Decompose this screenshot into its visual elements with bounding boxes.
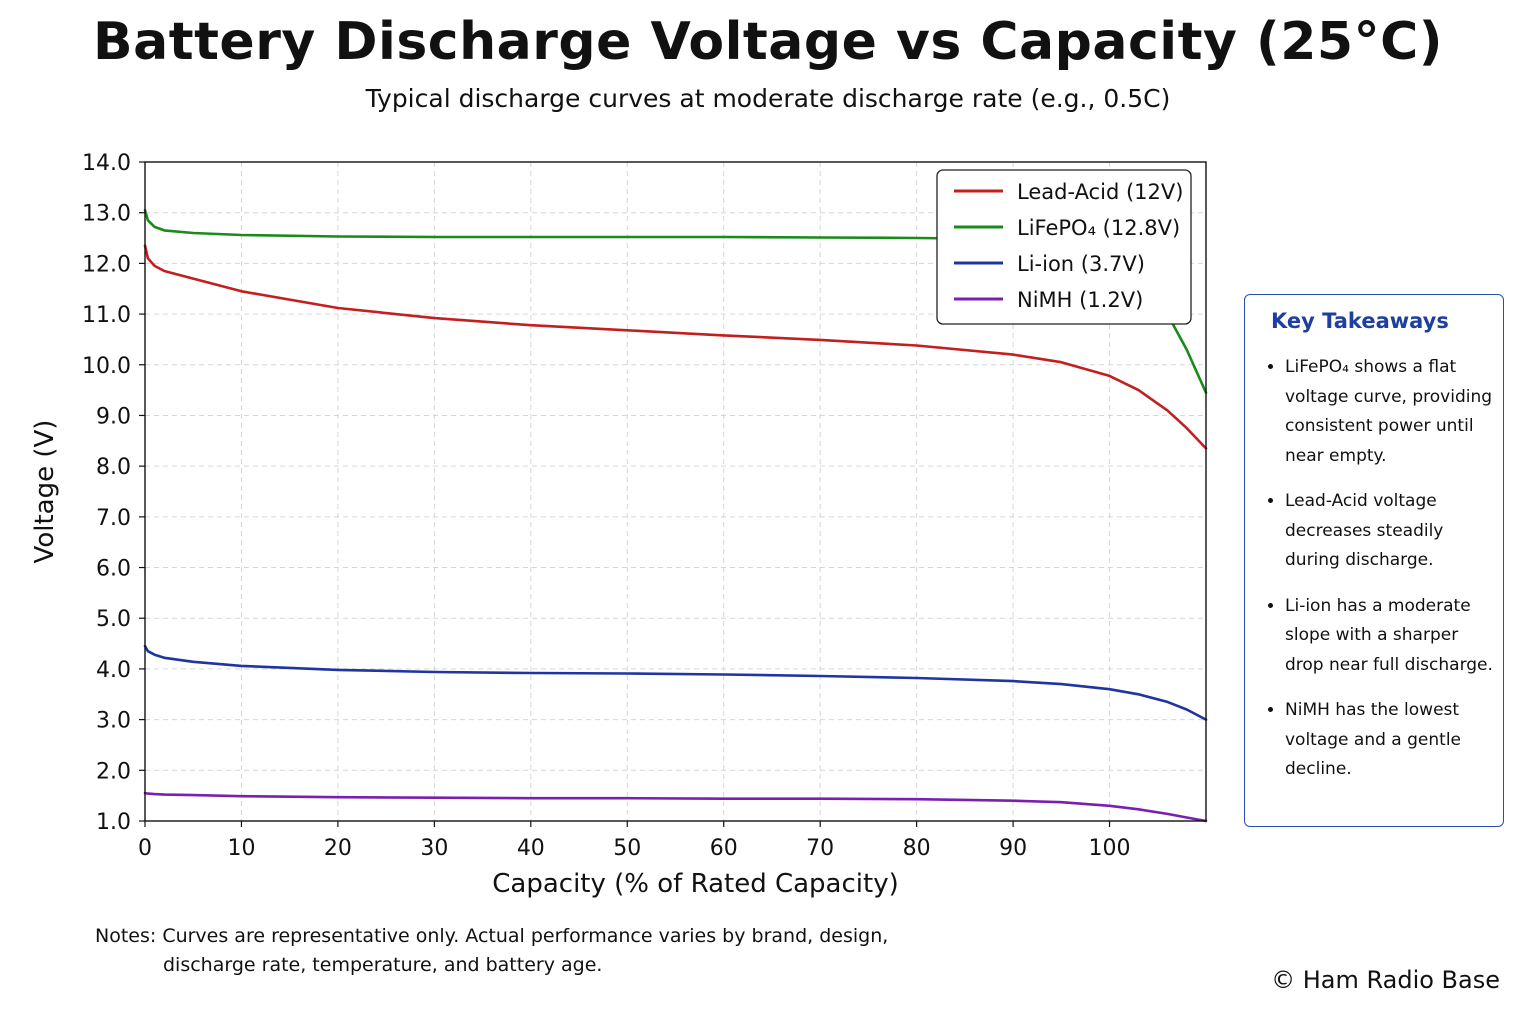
y-tick-label: 2.0 <box>96 759 131 784</box>
legend-label: Li-ion (3.7V) <box>1017 252 1145 276</box>
x-tick-label: 60 <box>710 836 738 861</box>
x-tick-label: 40 <box>517 836 545 861</box>
takeaway-item: LiFePO₄ shows a flat voltage curve, prov… <box>1285 353 1495 471</box>
y-tick-label: 8.0 <box>96 455 131 480</box>
legend-label: Lead-Acid (12V) <box>1017 180 1183 204</box>
y-tick-label: 9.0 <box>96 404 131 429</box>
key-takeaways-list: LiFePO₄ shows a flat voltage curve, prov… <box>1245 353 1495 801</box>
y-tick-label: 14.0 <box>82 151 131 176</box>
x-tick-label: 10 <box>227 836 255 861</box>
series-line <box>143 644 1208 721</box>
x-tick-label: 20 <box>324 836 352 861</box>
y-tick-label: 5.0 <box>96 607 131 632</box>
y-tick-label: 11.0 <box>82 303 131 328</box>
y-tick-label: 12.0 <box>82 252 131 277</box>
series-line <box>143 791 1208 823</box>
legend-label: NiMH (1.2V) <box>1017 288 1143 312</box>
x-tick-label: 70 <box>806 836 834 861</box>
chart-subtitle: Typical discharge curves at moderate dis… <box>365 84 1171 113</box>
y-axis-label: Voltage (V) <box>30 420 60 564</box>
x-tick-label: 80 <box>903 836 931 861</box>
y-tick-label: 13.0 <box>82 202 131 227</box>
notes-line-2: discharge rate, temperature, and battery… <box>163 954 603 976</box>
x-tick-label: 50 <box>613 836 641 861</box>
notes-line-1: Notes: Curves are representative only. A… <box>95 925 889 947</box>
series-line <box>143 244 1208 450</box>
x-tick-label: 100 <box>1089 836 1131 861</box>
key-takeaways-title: Key Takeaways <box>1271 309 1449 333</box>
plot-frame <box>144 161 1207 822</box>
y-tick-label: 10.0 <box>82 354 131 379</box>
chart-title: Battery Discharge Voltage vs Capacity (2… <box>92 12 1444 72</box>
notes: Notes: Curves are representative only. A… <box>95 922 888 980</box>
x-axis-label: Capacity (% of Rated Capacity) <box>492 869 898 899</box>
x-tick-label: 90 <box>999 836 1027 861</box>
copyright-text: © Ham Radio Base <box>1271 966 1500 994</box>
y-tick-label: 7.0 <box>96 506 131 531</box>
x-tick-label: 30 <box>420 836 448 861</box>
y-tick-label: 1.0 <box>96 810 131 835</box>
x-tick-label: 0 <box>138 836 152 861</box>
legend-box <box>936 169 1192 325</box>
y-tick-label: 4.0 <box>96 658 131 683</box>
takeaway-item: NiMH has the lowest voltage and a gentle… <box>1285 696 1495 785</box>
y-tick-label: 6.0 <box>96 557 131 582</box>
takeaway-item: Lead-Acid voltage decreases steadily dur… <box>1285 487 1495 576</box>
takeaway-item: Li-ion has a moderate slope with a sharp… <box>1285 592 1495 681</box>
legend-label: LiFePO₄ (12.8V) <box>1017 216 1180 240</box>
key-takeaways-panel: Key Takeaways LiFePO₄ shows a flat volta… <box>1244 294 1504 827</box>
y-tick-label: 3.0 <box>96 709 131 734</box>
